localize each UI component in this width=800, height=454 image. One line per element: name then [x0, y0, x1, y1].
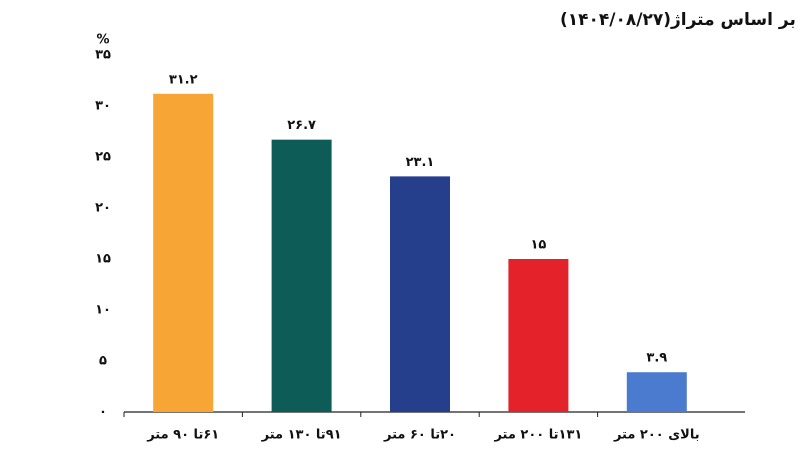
value-label: ۲۳.۱: [406, 155, 435, 170]
bar: [626, 372, 687, 412]
bar: [153, 93, 214, 412]
chart-title: درصد میزان آگهی بر اساس متراژ(۱۴۰۴/۰۸/۲۷…: [560, 8, 800, 30]
value-label: ۱۵: [530, 238, 546, 253]
x-tick-label: ۹۱تا ۱۳۰ متر: [261, 428, 342, 443]
y-tick-label: ۳۰: [95, 99, 111, 114]
y-axis-label: %: [96, 33, 109, 48]
value-label: ۳.۹: [646, 351, 667, 366]
y-tick-label: ۲۰: [95, 201, 111, 216]
y-tick-label: ۵: [99, 354, 107, 369]
x-tick-label: ۲۰تا ۶۰ متر: [383, 428, 456, 443]
y-tick-label: ۳۵: [95, 48, 111, 63]
bar: [271, 139, 332, 412]
bar: [390, 176, 450, 412]
y-tick-label: ۱۰: [95, 303, 111, 318]
x-tick-label: بالای ۲۰۰ متر: [613, 428, 700, 443]
y-tick-label: ۰: [99, 405, 107, 420]
y-tick-label: ۱۵: [95, 252, 111, 267]
x-tick-label: ۱۳۱تا ۲۰۰ متر: [493, 428, 582, 443]
bar: [508, 259, 569, 412]
value-label: ۳۱.۲: [169, 72, 198, 87]
y-tick-label: ۲۵: [95, 150, 111, 165]
value-label: ۲۶.۷: [287, 118, 316, 133]
x-tick-label: ۶۱تا ۹۰ متر: [146, 428, 219, 443]
